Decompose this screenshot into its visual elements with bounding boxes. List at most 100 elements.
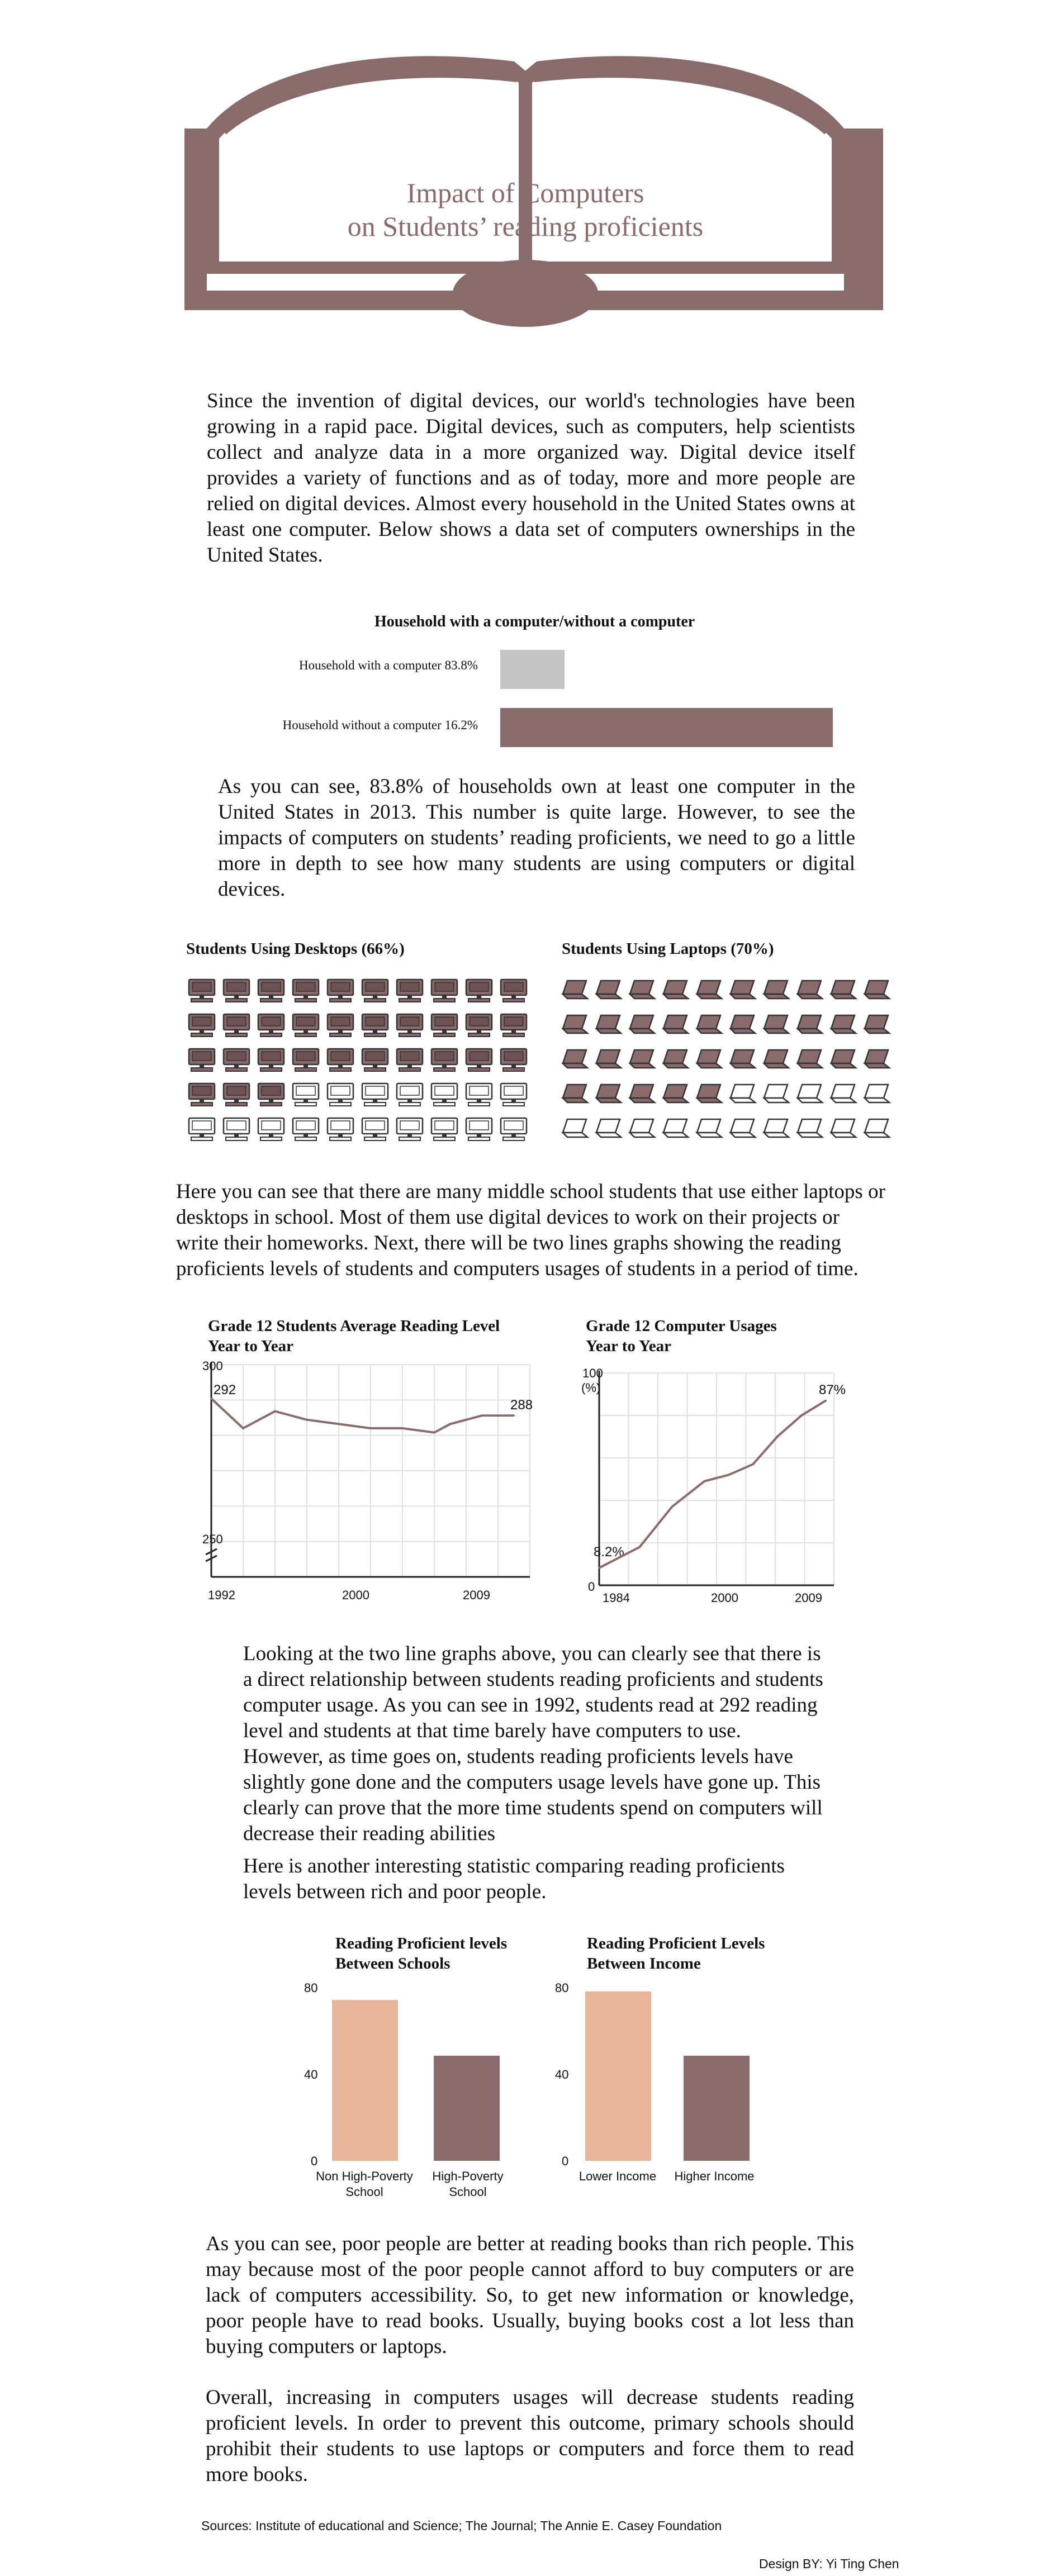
design-credit: Design BY: Yi Ting Chen [759,2556,899,2571]
data-point [776,1436,779,1438]
data-point [242,1427,244,1429]
laptop-icon [594,1118,623,1138]
laptop-icon [795,1014,824,1034]
laptop-icon [628,980,657,1000]
paragraph-line-graphs: Looking at the two line graphs above, yo… [243,1642,823,1845]
usage-chart-title-line-1: Grade 12 Computer Usages [586,1317,777,1335]
desktop-icon [430,1082,458,1106]
laptop-icon [695,1118,724,1138]
paragraph-rich-poor-intro: Here is another interesting statistic co… [243,1855,785,1903]
desktop-icon [361,1082,389,1106]
laptop-icon [829,1118,858,1138]
reading-y-top: 300 [202,1359,223,1373]
income-cat-1: Lower Income [579,2169,656,2183]
sources-text: Sources: Institute of educational and Sc… [201,2518,722,2533]
data-point [210,1398,212,1400]
bar [684,2055,750,2161]
paragraph-poor-people: As you can see, poor people are better a… [206,2232,854,2358]
income-y-40: 40 [555,2068,568,2081]
schools-chart-title-line-2: Between Schools [335,1955,451,1973]
reading-chart-title-line-2: Year to Year [208,1337,294,1355]
desktop-icon [500,1013,528,1037]
laptop-icon [594,1083,623,1104]
laptop-icon [829,980,858,1000]
laptop-icon [795,1118,824,1138]
income-chart-title: Reading Proficient Levels Between Income [587,1933,765,1974]
laptop-icon [862,1083,891,1104]
axis-break [205,1548,217,1562]
desktop-icon [257,1013,285,1037]
reading-chart-title-line-1: Grade 12 Students Average Reading Level [208,1317,500,1335]
reading-end-label: 288 [510,1398,533,1413]
laptop-icon [661,1014,690,1034]
data-point [752,1463,754,1465]
desktop-icon [257,1082,285,1106]
laptop-icon [762,1083,791,1104]
book-icon [184,56,883,327]
reading-level-line-chart: 300 250 292 288 1992 2000 2009 [202,1359,533,1602]
income-chart-title-line-1: Reading Proficient Levels [587,1935,765,1952]
desktop-icon [361,1048,389,1072]
household-bar-chart [500,650,833,747]
laptop-icon [862,1014,891,1034]
desktop-icon [465,1082,493,1106]
laptop-icon [695,1014,724,1034]
schools-chart-title: Reading Proficient levels Between School… [335,1933,507,1974]
schools-y-40: 40 [304,2068,317,2081]
usage-chart-title-line-2: Year to Year [586,1337,672,1355]
usage-x-tick-2000: 2000 [711,1591,738,1605]
laptop-icon [762,980,791,1000]
data-point [513,1414,515,1417]
laptop-icon [695,1083,724,1104]
desktop-icon [326,1082,354,1106]
income-y-80: 80 [555,1981,568,1995]
usage-chart-title: Grade 12 Computer Usages Year to Year [586,1316,777,1356]
schools-cat-1-line-1: Non High-Poverty [316,2169,413,2183]
desktop-icon [465,1048,493,1072]
desktop-icon [222,1082,250,1106]
laptop-icon [862,1118,891,1138]
desktop-icon [188,1117,216,1141]
desktop-icon [188,978,216,1002]
laptop-icon [829,1049,858,1069]
schools-y-80: 80 [304,1981,317,1995]
income-bar-chart: 80 40 0 Lower Income Higher Income [555,1981,755,2183]
desktop-icon [500,978,528,1002]
laptop-icon [762,1118,791,1138]
usage-y-unit: (%) [581,1381,600,1395]
desktop-icon [396,1013,424,1037]
desktop-icon [188,1082,216,1106]
desktop-icon [257,978,285,1002]
schools-cat-2-line-1: High-Poverty [432,2169,503,2183]
book-header: Impact of Computers on Students’ reading… [184,56,883,327]
desktop-icon [257,1048,285,1072]
laptop-icon [728,1083,757,1104]
desktop-icon [465,978,493,1002]
reading-start-label: 292 [214,1382,236,1398]
desktop-icon [465,1117,493,1141]
household-chart-title: Household with a computer/without a comp… [374,613,695,630]
usage-x-tick-2009: 2009 [795,1591,822,1605]
data-point [728,1474,730,1476]
laptop-icon [728,1049,757,1069]
desktop-icon [361,978,389,1002]
income-chart-title-line-2: Between Income [587,1955,701,1973]
income-cat-2: Higher Income [674,2169,754,2183]
paragraph-devices: Here you can see that there are many mid… [176,1180,885,1280]
laptop-icon [561,1014,590,1034]
paragraph-households: As you can see, 83.8% of households own … [218,775,855,901]
laptop-icon [561,1118,590,1138]
laptop-icon [661,1083,690,1104]
data-point [306,1419,308,1421]
laptop-icon [628,1118,657,1138]
laptop-icon [628,1083,657,1104]
data-point [825,1399,827,1401]
desktop-icon [222,1117,250,1141]
laptop-icon [695,980,724,1000]
schools-cat-1-line-2: School [345,2185,383,2199]
data-point [703,1480,705,1482]
desktop-icon [222,1013,250,1037]
laptop-icon [594,1014,623,1034]
computer-usage-line-chart: 100 (%) 0 8.2% 87% 1984 2000 2009 [581,1366,846,1605]
usage-x-tick-1984: 1984 [603,1591,630,1605]
